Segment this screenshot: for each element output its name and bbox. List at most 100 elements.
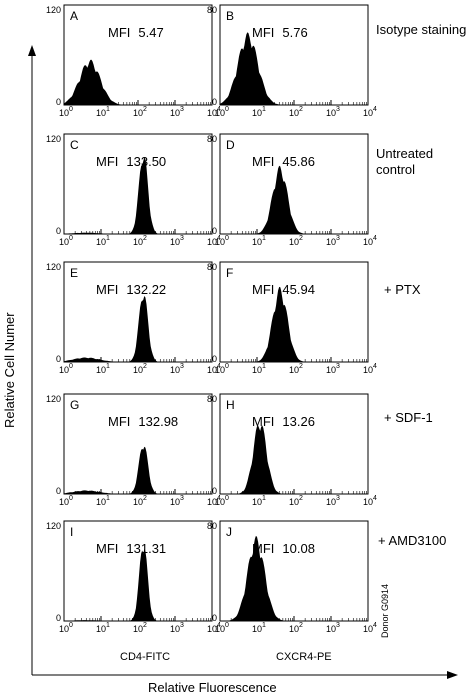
histogram-area: [220, 535, 368, 621]
mfi-label: MFI: [252, 25, 274, 40]
mfi-annotation: MFI 5.76: [252, 25, 308, 40]
x-tick-label: 10: [215, 108, 225, 118]
row-label-amd3100-text: + AMD3100: [378, 533, 447, 548]
x-tick-label: 10: [289, 497, 299, 507]
x-tick-label: 10: [289, 624, 299, 634]
x-tick-exponent: 2: [299, 363, 303, 370]
x-tick-label: 10: [252, 624, 262, 634]
y-tick-label-max: 80: [207, 521, 217, 531]
mfi-label: MFI: [108, 414, 130, 429]
x-tick-label: 10: [207, 237, 217, 247]
x-tick-label: 10: [59, 365, 69, 375]
histogram-area: [220, 425, 368, 494]
y-tick-label-min: 0: [56, 226, 61, 236]
row-label-sdf1: + SDF-1: [384, 410, 433, 426]
panel-frame: [219, 133, 369, 235]
x-tick-exponent: 0: [69, 363, 73, 370]
y-tick-label-max: 120: [46, 5, 61, 15]
x-tick-exponent: 4: [373, 106, 377, 113]
histogram-area: [64, 59, 212, 105]
x-tick-exponent: 0: [225, 106, 229, 113]
y-tick-label-min: 0: [212, 613, 217, 623]
y-tick-label-min: 0: [212, 486, 217, 496]
mfi-label: MFI: [96, 541, 118, 556]
x-tick-exponent: 0: [225, 495, 229, 502]
row-label-untreated-line1: Untreated: [376, 146, 434, 161]
row-label-untreated-line2: control: [376, 162, 416, 177]
x-tick-exponent: 1: [262, 363, 266, 370]
x-tick-exponent: 4: [373, 622, 377, 629]
x-tick-exponent: 1: [106, 235, 110, 242]
x-tick-exponent: 0: [69, 622, 73, 629]
mfi-label: MFI: [96, 282, 118, 297]
y-tick-label-max: 120: [46, 262, 61, 272]
x-tick-label: 10: [96, 497, 106, 507]
x-tick-label: 10: [207, 624, 217, 634]
y-tick-label-max: 80: [207, 5, 217, 15]
row-label-amd3100: + AMD3100: [378, 533, 446, 549]
x-tick-label: 10: [326, 497, 336, 507]
histogram-area: [64, 446, 212, 494]
x-tick-label: 10: [59, 497, 69, 507]
row-label-untreated: Untreated control: [376, 146, 433, 178]
x-tick-label: 10: [363, 624, 373, 634]
y-tick-label-max: 120: [46, 521, 61, 531]
x-tick-exponent: 3: [336, 495, 340, 502]
x-tick-label: 10: [363, 497, 373, 507]
mfi-annotation: MFI 132.98: [108, 414, 178, 429]
row-label-isotype: Isotype staining: [376, 22, 466, 38]
x-tick-exponent: 2: [143, 363, 147, 370]
x-tick-label: 10: [252, 237, 262, 247]
histogram-area: [64, 157, 212, 234]
histogram-area: [64, 296, 212, 362]
mfi-value: 5.47: [138, 25, 163, 40]
x-axis-arrow: [447, 671, 458, 679]
x-tick-exponent: 4: [373, 495, 377, 502]
x-tick-exponent: 3: [180, 495, 184, 502]
x-tick-exponent: 4: [217, 363, 221, 370]
x-tick-exponent: 1: [262, 235, 266, 242]
x-tick-label: 10: [326, 237, 336, 247]
donor-label: Donor G0914: [380, 583, 390, 638]
panel-letter: A: [70, 9, 78, 23]
panel-letter: H: [226, 398, 235, 412]
x-tick-label: 10: [326, 624, 336, 634]
x-tick-label: 10: [170, 497, 180, 507]
x-tick-exponent: 2: [143, 235, 147, 242]
x-tick-label: 10: [133, 624, 143, 634]
mfi-value: 45.94: [282, 282, 315, 297]
x-tick-exponent: 3: [180, 622, 184, 629]
x-tick-label: 10: [133, 108, 143, 118]
mfi-value: 5.76: [282, 25, 307, 40]
x-tick-label: 10: [59, 624, 69, 634]
x-tick-label: 10: [326, 365, 336, 375]
column-label-cd4: CD4-FITC: [120, 651, 171, 663]
x-tick-label: 10: [133, 237, 143, 247]
x-tick-label: 10: [252, 108, 262, 118]
x-tick-exponent: 1: [106, 622, 110, 629]
panel-letter: B: [226, 9, 234, 23]
x-tick-label: 10: [215, 624, 225, 634]
x-tick-label: 10: [96, 108, 106, 118]
y-tick-label-max: 80: [207, 394, 217, 404]
x-tick-label: 10: [133, 365, 143, 375]
x-tick-label: 10: [207, 497, 217, 507]
row-label-ptx-text: + PTX: [384, 282, 421, 297]
x-tick-label: 10: [96, 365, 106, 375]
x-tick-exponent: 4: [217, 622, 221, 629]
mfi-label: MFI: [252, 414, 274, 429]
x-tick-exponent: 2: [299, 495, 303, 502]
mfi-annotation: MFI 45.94: [252, 282, 315, 297]
x-tick-exponent: 0: [225, 363, 229, 370]
x-tick-exponent: 3: [336, 106, 340, 113]
x-tick-exponent: 0: [69, 235, 73, 242]
y-tick-label-min: 0: [212, 354, 217, 364]
x-tick-exponent: 4: [217, 495, 221, 502]
mfi-annotation: MFI 10.08: [252, 541, 315, 556]
